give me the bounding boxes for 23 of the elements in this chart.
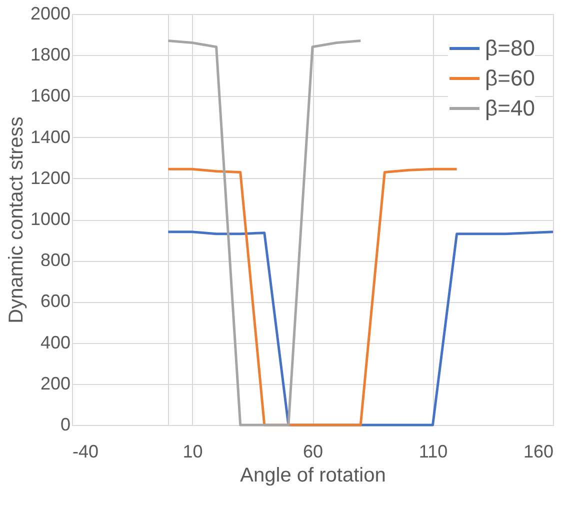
y-tick-label: 1000 — [30, 209, 70, 229]
y-tick-label: 2000 — [30, 4, 70, 24]
line-series — [166, 168, 458, 426]
y-tick-label: 600 — [40, 291, 70, 312]
line-series — [166, 39, 362, 426]
legend-label: β=60 — [485, 66, 535, 90]
y-tick-label: 0 — [60, 414, 70, 434]
x-tick-label: 110 — [418, 442, 448, 462]
y-axis-title: Dynamic contact stress — [5, 116, 28, 324]
y-tick-label: 400 — [40, 332, 70, 352]
y-tick-label: 200 — [40, 373, 70, 394]
x-axis-title: Angle of rotation — [240, 464, 386, 486]
legend-label: β=80 — [485, 36, 535, 60]
x-tick-label: 60 — [302, 442, 324, 462]
legend-label: β=40 — [485, 96, 535, 120]
y-tick-label: 800 — [40, 250, 70, 270]
x-tick-label: 160 — [523, 442, 554, 462]
y-tick-label: 1200 — [30, 168, 70, 188]
y-tick-label: 1800 — [30, 44, 70, 65]
x-tick-label: 10 — [182, 442, 203, 462]
x-tick-label: -40 — [72, 442, 99, 462]
y-tick-label: 1400 — [30, 126, 70, 147]
y-tick-label: 1600 — [30, 86, 70, 106]
